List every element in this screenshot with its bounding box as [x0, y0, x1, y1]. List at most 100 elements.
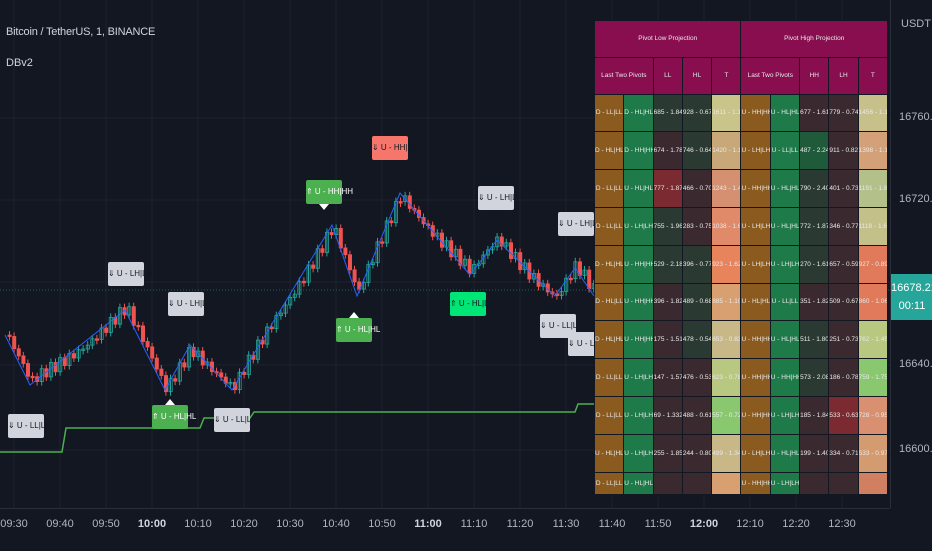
time-tick-label: 09:50: [92, 518, 120, 530]
candle-body: [347, 254, 352, 271]
candle-body: [449, 240, 454, 258]
table-cell: U - HL|HL: [769, 433, 801, 473]
candle-body: [320, 248, 325, 253]
table-cell: 351 - 1.822: [799, 282, 830, 322]
candle-body: [458, 248, 463, 266]
candle-body: [532, 273, 537, 280]
table-cell: D - HL|HL: [593, 320, 625, 360]
candle-body: [81, 348, 86, 351]
candle-body: [30, 375, 35, 379]
time-tick-label: 09:40: [46, 518, 74, 530]
table-cell: U - HH|HH: [740, 358, 771, 397]
candle-body: [140, 325, 145, 342]
candle-body: [297, 280, 302, 295]
table-cell: 779 - 0.749: [828, 93, 859, 133]
candle-body: [467, 258, 472, 274]
table-cell: U - LH|LH: [769, 244, 801, 284]
table-cell: 334 - 0.71: [828, 433, 859, 473]
time-tick-label: 11:20: [506, 518, 534, 530]
candle-body: [568, 277, 573, 281]
pivot-label: ⇓ U - HH|HH: [372, 136, 419, 166]
candle-body: [108, 316, 113, 333]
table-cell: 147 - 1.575: [652, 358, 683, 397]
candle-body: [145, 341, 150, 348]
candle-body: [504, 242, 509, 247]
column-header: LL: [652, 56, 683, 95]
table-cell: 346 - 0.778: [828, 206, 859, 246]
table-cell: D - LL|LL: [593, 471, 625, 496]
current-price: 16678.21: [891, 282, 932, 294]
table-cell: 685 - 1.842: [652, 93, 683, 133]
table-cell: U - LH|LH: [740, 206, 771, 246]
table-cell: 777 - 1.878: [652, 169, 683, 208]
table-cell: 251 - 0.731: [828, 320, 859, 360]
candle-body: [508, 242, 513, 259]
price-axis[interactable]: USDT 16760.0016720.0016680.0016640.00166…: [890, 0, 932, 508]
column-header: T: [857, 56, 889, 95]
table-cell: 283 - 0.751: [681, 206, 713, 246]
table-cell: U - LH|LH: [769, 395, 801, 435]
pivot-label-text: ⇓ U - LL|LL: [214, 415, 256, 424]
candle-body: [25, 363, 30, 377]
price-tick-label: 16600.00: [899, 443, 932, 455]
table-cell: U - HH|HH: [740, 320, 771, 360]
table-cell: [681, 471, 713, 496]
price-tick-label: 16760.00: [899, 111, 932, 123]
table-cell: U - HL|HL: [769, 206, 801, 246]
time-axis[interactable]: 09:30 09:40 09:50 10:00 10:10 10:20 10:30 10:40…: [0, 508, 890, 551]
pivot-label-text: ⇓ U - LL|LL: [568, 339, 610, 348]
table-cell: U - LH|LH: [623, 358, 654, 397]
candle-body: [219, 372, 224, 378]
table-cell: U - HL|HL: [769, 320, 801, 360]
candle-body: [357, 281, 362, 290]
candle-body: [564, 277, 569, 292]
pivot-label: ⇓ U - LH|LH: [168, 292, 212, 322]
table-cell: U - HH|HH: [740, 93, 771, 133]
table-cell: U - HH|HH: [740, 471, 771, 496]
table-cell: 759 - 1.753: [857, 358, 889, 397]
table-cell: 573 - 2.088: [799, 358, 830, 397]
candle-body: [173, 378, 178, 382]
pivot-label: ⇑ U - HL|HL: [152, 399, 196, 429]
indicator-name[interactable]: DBv2: [6, 57, 33, 69]
candle-body: [361, 282, 366, 290]
table-cell: U - HH|HH: [623, 244, 654, 284]
candle-body: [150, 346, 155, 359]
table-cell: 677 - 1.611: [799, 93, 830, 133]
table-cell: 270 - 1.611: [799, 244, 830, 284]
candle-body: [338, 228, 343, 249]
table-cell: [711, 471, 742, 496]
table-row: D - LL|LL U - HL|HL U - HH|HH U - LH|LH: [593, 471, 889, 496]
table-cell: D - LL|LL: [593, 169, 625, 208]
candle-body: [182, 362, 187, 368]
table-cell: D - LL|LL: [593, 206, 625, 246]
table-cell: U - LH|LH: [623, 206, 654, 246]
candle-body: [39, 368, 44, 382]
time-tick-label: 12:20: [782, 518, 810, 530]
table-cell: 762 - 1.454: [857, 320, 889, 360]
time-tick-label: 11:00: [414, 518, 442, 530]
table-cell: 1191 - 1.842: [857, 169, 889, 208]
table-cell: 1243 - 1.425: [711, 169, 742, 208]
candle-body: [541, 283, 546, 287]
candle-body: [375, 241, 380, 264]
table-cell: 885 - 1.104: [711, 282, 742, 322]
table-cell: 674 - 1.784: [652, 131, 683, 171]
table-cell: 499 - 1.345: [711, 433, 742, 473]
table-cell: 244 - 0.809: [681, 433, 713, 473]
table-cell: 772 - 1.878: [799, 206, 830, 246]
candle-body: [232, 382, 237, 391]
column-headers: Last Two Pivots LL HL T Last Two Pivots HH LH T: [594, 56, 889, 95]
table-cell: U - HL|HL: [593, 433, 625, 473]
chart-title[interactable]: Bitcoin / TetherUS, 1, BINANCE: [6, 26, 156, 38]
table-cell: 657 - 0.598: [828, 244, 859, 284]
table-cell: 557 - 0.727: [711, 395, 742, 435]
candle-body: [274, 315, 279, 330]
candle-body: [472, 264, 477, 274]
candle-body: [306, 264, 311, 283]
